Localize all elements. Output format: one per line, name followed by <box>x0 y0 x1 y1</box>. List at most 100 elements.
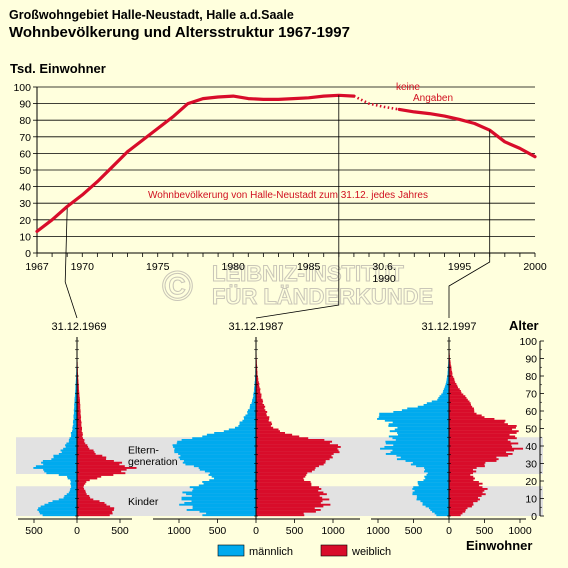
pyramid-bar-female <box>449 467 477 469</box>
pyramid-bar-male <box>447 372 449 375</box>
pyramid-bar-female <box>256 454 332 457</box>
pyramid-bar-male <box>206 512 256 515</box>
pyramid-group: 500 0 500 31.12.1969 1000 500 0 500 1000 31.12.19… <box>18 321 532 537</box>
pyramid-bar-male <box>384 446 449 448</box>
line-x-tick-label: 1995 <box>448 261 472 273</box>
pyramid-bar-male <box>199 468 256 471</box>
pyramid-bar-male <box>72 425 77 427</box>
pyramid-bar-female <box>449 393 464 396</box>
pyramid-bar-male <box>396 454 449 457</box>
pyramid-bar-male <box>73 412 77 415</box>
pyramid-bar-male <box>67 477 77 480</box>
pyramid-bar-male <box>68 440 77 443</box>
pyramid-bar-female <box>256 444 339 447</box>
pyramid-bar-female <box>449 503 474 506</box>
population-line-chart: Tsd. Einwohner 0 10 20 30 40 50 60 70 80 90 100 19… <box>10 61 547 285</box>
pyramid-bar-male <box>74 402 77 405</box>
pyramid-bar-male <box>73 411 77 413</box>
pyramid-bar-female <box>77 390 80 392</box>
pyramid-bar-female <box>449 397 467 399</box>
pyramid-bar-female <box>77 503 107 506</box>
pyramid-bar-female <box>77 412 81 415</box>
pyramid-bar-female <box>256 369 258 371</box>
pyramid-bar-male <box>189 486 256 489</box>
pyramid-bar-male <box>422 503 449 506</box>
pyramid-bar-female <box>449 386 459 389</box>
pyramid-bar-female <box>449 512 463 515</box>
pyramid-bar-male <box>412 493 449 496</box>
pyramid-bar-female <box>449 444 512 447</box>
pyramid-bar-female <box>77 423 82 426</box>
pyramid-bar-female <box>256 465 319 468</box>
line-y-tick-label: 0 <box>25 248 31 260</box>
pyramid-bar-female <box>256 367 258 370</box>
pyramid-bar-female <box>77 430 82 433</box>
age-tick-label: 80 <box>525 371 537 383</box>
pyramid-bar-female <box>256 502 321 504</box>
pyramid-x-tick-label: 1000 <box>321 525 345 537</box>
pyramid-bar-male <box>177 440 256 443</box>
pyramid-bar-female <box>449 374 453 377</box>
pyramid-bar-male <box>445 384 449 387</box>
age-tick-label: 70 <box>525 389 537 401</box>
pyramid-bar-female <box>449 447 524 450</box>
age-tick-label: 90 <box>525 354 537 366</box>
line-x-tick-label: 30.6. <box>372 261 395 273</box>
pyramid-bar-female <box>449 432 517 434</box>
pyramid-bar-male <box>182 461 256 464</box>
pyramid-bar-male <box>239 423 256 426</box>
pyramid-bar-male <box>75 391 77 394</box>
pyramid-bar-female <box>256 390 261 392</box>
age-tick-label: 40 <box>525 441 537 453</box>
pyramid-bar-female <box>256 419 269 422</box>
line-x-tick-label: 1980 <box>222 261 246 273</box>
pyramid-bar-female <box>449 377 455 380</box>
line-x-tick-label: 1970 <box>71 261 95 273</box>
pyramid-bar-male <box>172 444 256 447</box>
line-x-tick-sublabel: 1990 <box>372 273 396 285</box>
line-y-tick-label: 10 <box>19 231 31 243</box>
pyramid-bar-male <box>253 393 256 396</box>
pyramid-bar-female <box>77 502 105 504</box>
pyramid-bar-female <box>256 400 264 403</box>
pyramid-bar-female <box>77 416 82 419</box>
header-region-title: Großwohngebiet Halle-Neustadt, Halle a.d… <box>9 8 294 22</box>
connector-line <box>255 95 340 319</box>
pyramid-bar-female <box>256 411 268 413</box>
pyramid-bar-male <box>206 433 256 436</box>
pyramid-bar-female <box>256 481 311 483</box>
pyramid-bar-male <box>392 421 449 424</box>
pyramid-bar-female <box>256 433 293 436</box>
pyramid-bar-male <box>65 444 77 447</box>
pyramid-bar-male <box>204 470 256 473</box>
pyramid-bar-male <box>69 489 77 492</box>
pyramid-x-tick-label: 500 <box>476 525 494 537</box>
pyramid-bar-female <box>77 493 87 496</box>
line-x-tick-label: 1985 <box>297 261 321 273</box>
pyramid-bar-female <box>77 386 79 389</box>
pyramid-bar-female <box>449 463 485 466</box>
pyramid-bar-female <box>449 414 482 417</box>
pyramid-bar-male <box>444 386 449 389</box>
pyramid-bar-female <box>449 474 471 476</box>
pyramid-bar-female <box>256 409 266 412</box>
pyramid-bar-male <box>424 467 449 469</box>
pyramid-bar-male <box>244 418 256 420</box>
pyramid-bar-male <box>192 505 256 508</box>
pyramid-bar-male <box>380 447 449 450</box>
pyramid-bar-female <box>77 451 95 454</box>
line-y-tick-label: 90 <box>19 99 31 111</box>
pyramid-bar-female <box>256 512 304 515</box>
age-tick-label: 60 <box>525 406 537 418</box>
pyramid-bar-female <box>449 437 517 440</box>
pyramid-bar-male <box>73 423 77 426</box>
pyramid-bar-male <box>247 409 256 412</box>
pyramid-bar-female <box>256 482 312 485</box>
pyramid-bar-female <box>77 374 79 377</box>
pyramid-bar-female <box>256 488 322 490</box>
pyramid-bar-female <box>256 467 316 469</box>
pyramid-bar-male <box>396 458 449 461</box>
pyramid-bar-female <box>449 510 466 513</box>
pyramid-bar-male <box>72 421 77 424</box>
pyramid-bar-male <box>74 404 77 406</box>
